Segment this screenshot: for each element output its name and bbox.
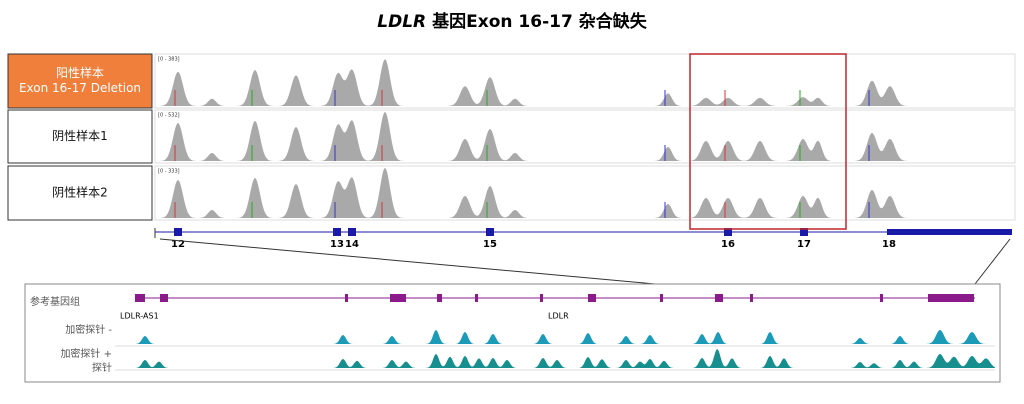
exon-label: 16 — [721, 239, 735, 250]
gene-exon — [928, 294, 974, 302]
gene-label: LDLR — [548, 312, 569, 321]
exon-label: 15 — [483, 239, 497, 250]
sample-label: 阴性样本2 — [52, 185, 108, 200]
sample-label: 阳性样本 — [56, 65, 104, 80]
gene-exon — [345, 294, 348, 302]
range-label: [0 - 333] — [158, 169, 180, 175]
deletion-box — [689, 53, 847, 230]
gene-exon — [660, 294, 663, 302]
gene-exon — [588, 294, 596, 302]
title: LDLR 基因Exon 16-17 杂合缺失 — [377, 11, 647, 32]
title-text: 基因Exon 16-17 杂合缺失 — [431, 11, 648, 32]
track-label: 加密探针 + — [60, 347, 112, 360]
gene-exon — [475, 294, 478, 302]
gene-exon — [390, 294, 406, 302]
gene-axis: 12 13 14 15 16 17 18 — [154, 228, 1012, 250]
track-label: 加密探针 - — [65, 323, 112, 336]
gene-exon — [135, 294, 145, 302]
lower-panel — [24, 283, 1001, 383]
exon-label: 12 — [171, 239, 185, 250]
gene-exon — [880, 294, 883, 302]
exon-label: 17 — [797, 239, 811, 250]
exon — [348, 228, 356, 236]
gene-label: LDLR-AS1 — [120, 312, 159, 321]
track-label: 参考基因组 — [30, 295, 80, 308]
exon — [887, 229, 1012, 235]
gene-exon — [715, 294, 723, 302]
exon-label: 14 — [345, 239, 359, 250]
exon — [800, 228, 808, 236]
range-label: [0 - 532] — [158, 113, 180, 119]
sample-label: Exon 16-17 Deletion — [19, 81, 141, 95]
lower-tracks: 参考基因组 LDLR-AS1 LDLR 加密探针 - 加密探针 +探针 — [30, 294, 995, 374]
zoom-line — [159, 238, 656, 285]
range-label: [0 - 383] — [158, 57, 180, 63]
sample-box — [7, 165, 153, 221]
zoom-line — [974, 238, 1011, 285]
coverage — [156, 112, 1012, 161]
gene-exon — [750, 294, 753, 302]
sample-box — [7, 53, 153, 109]
exon — [174, 228, 182, 236]
track-label: 探针 — [92, 361, 112, 374]
exon — [486, 228, 494, 236]
exon-label: 13 — [330, 239, 344, 250]
coverage — [156, 168, 1012, 218]
gene-exon — [160, 294, 168, 302]
coverage-panels: [0 - 383] [0 - 532] [0 - 333] — [154, 53, 1016, 221]
gene-exon — [437, 294, 442, 302]
sample-label: 阴性样本1 — [52, 128, 108, 143]
gene-exon — [540, 294, 543, 302]
sample-box — [7, 109, 153, 164]
title-gene: LDLR — [377, 12, 426, 32]
exon — [333, 228, 341, 236]
probe-coverage — [116, 349, 995, 368]
exon-label: 18 — [882, 239, 896, 250]
exon — [724, 228, 732, 236]
